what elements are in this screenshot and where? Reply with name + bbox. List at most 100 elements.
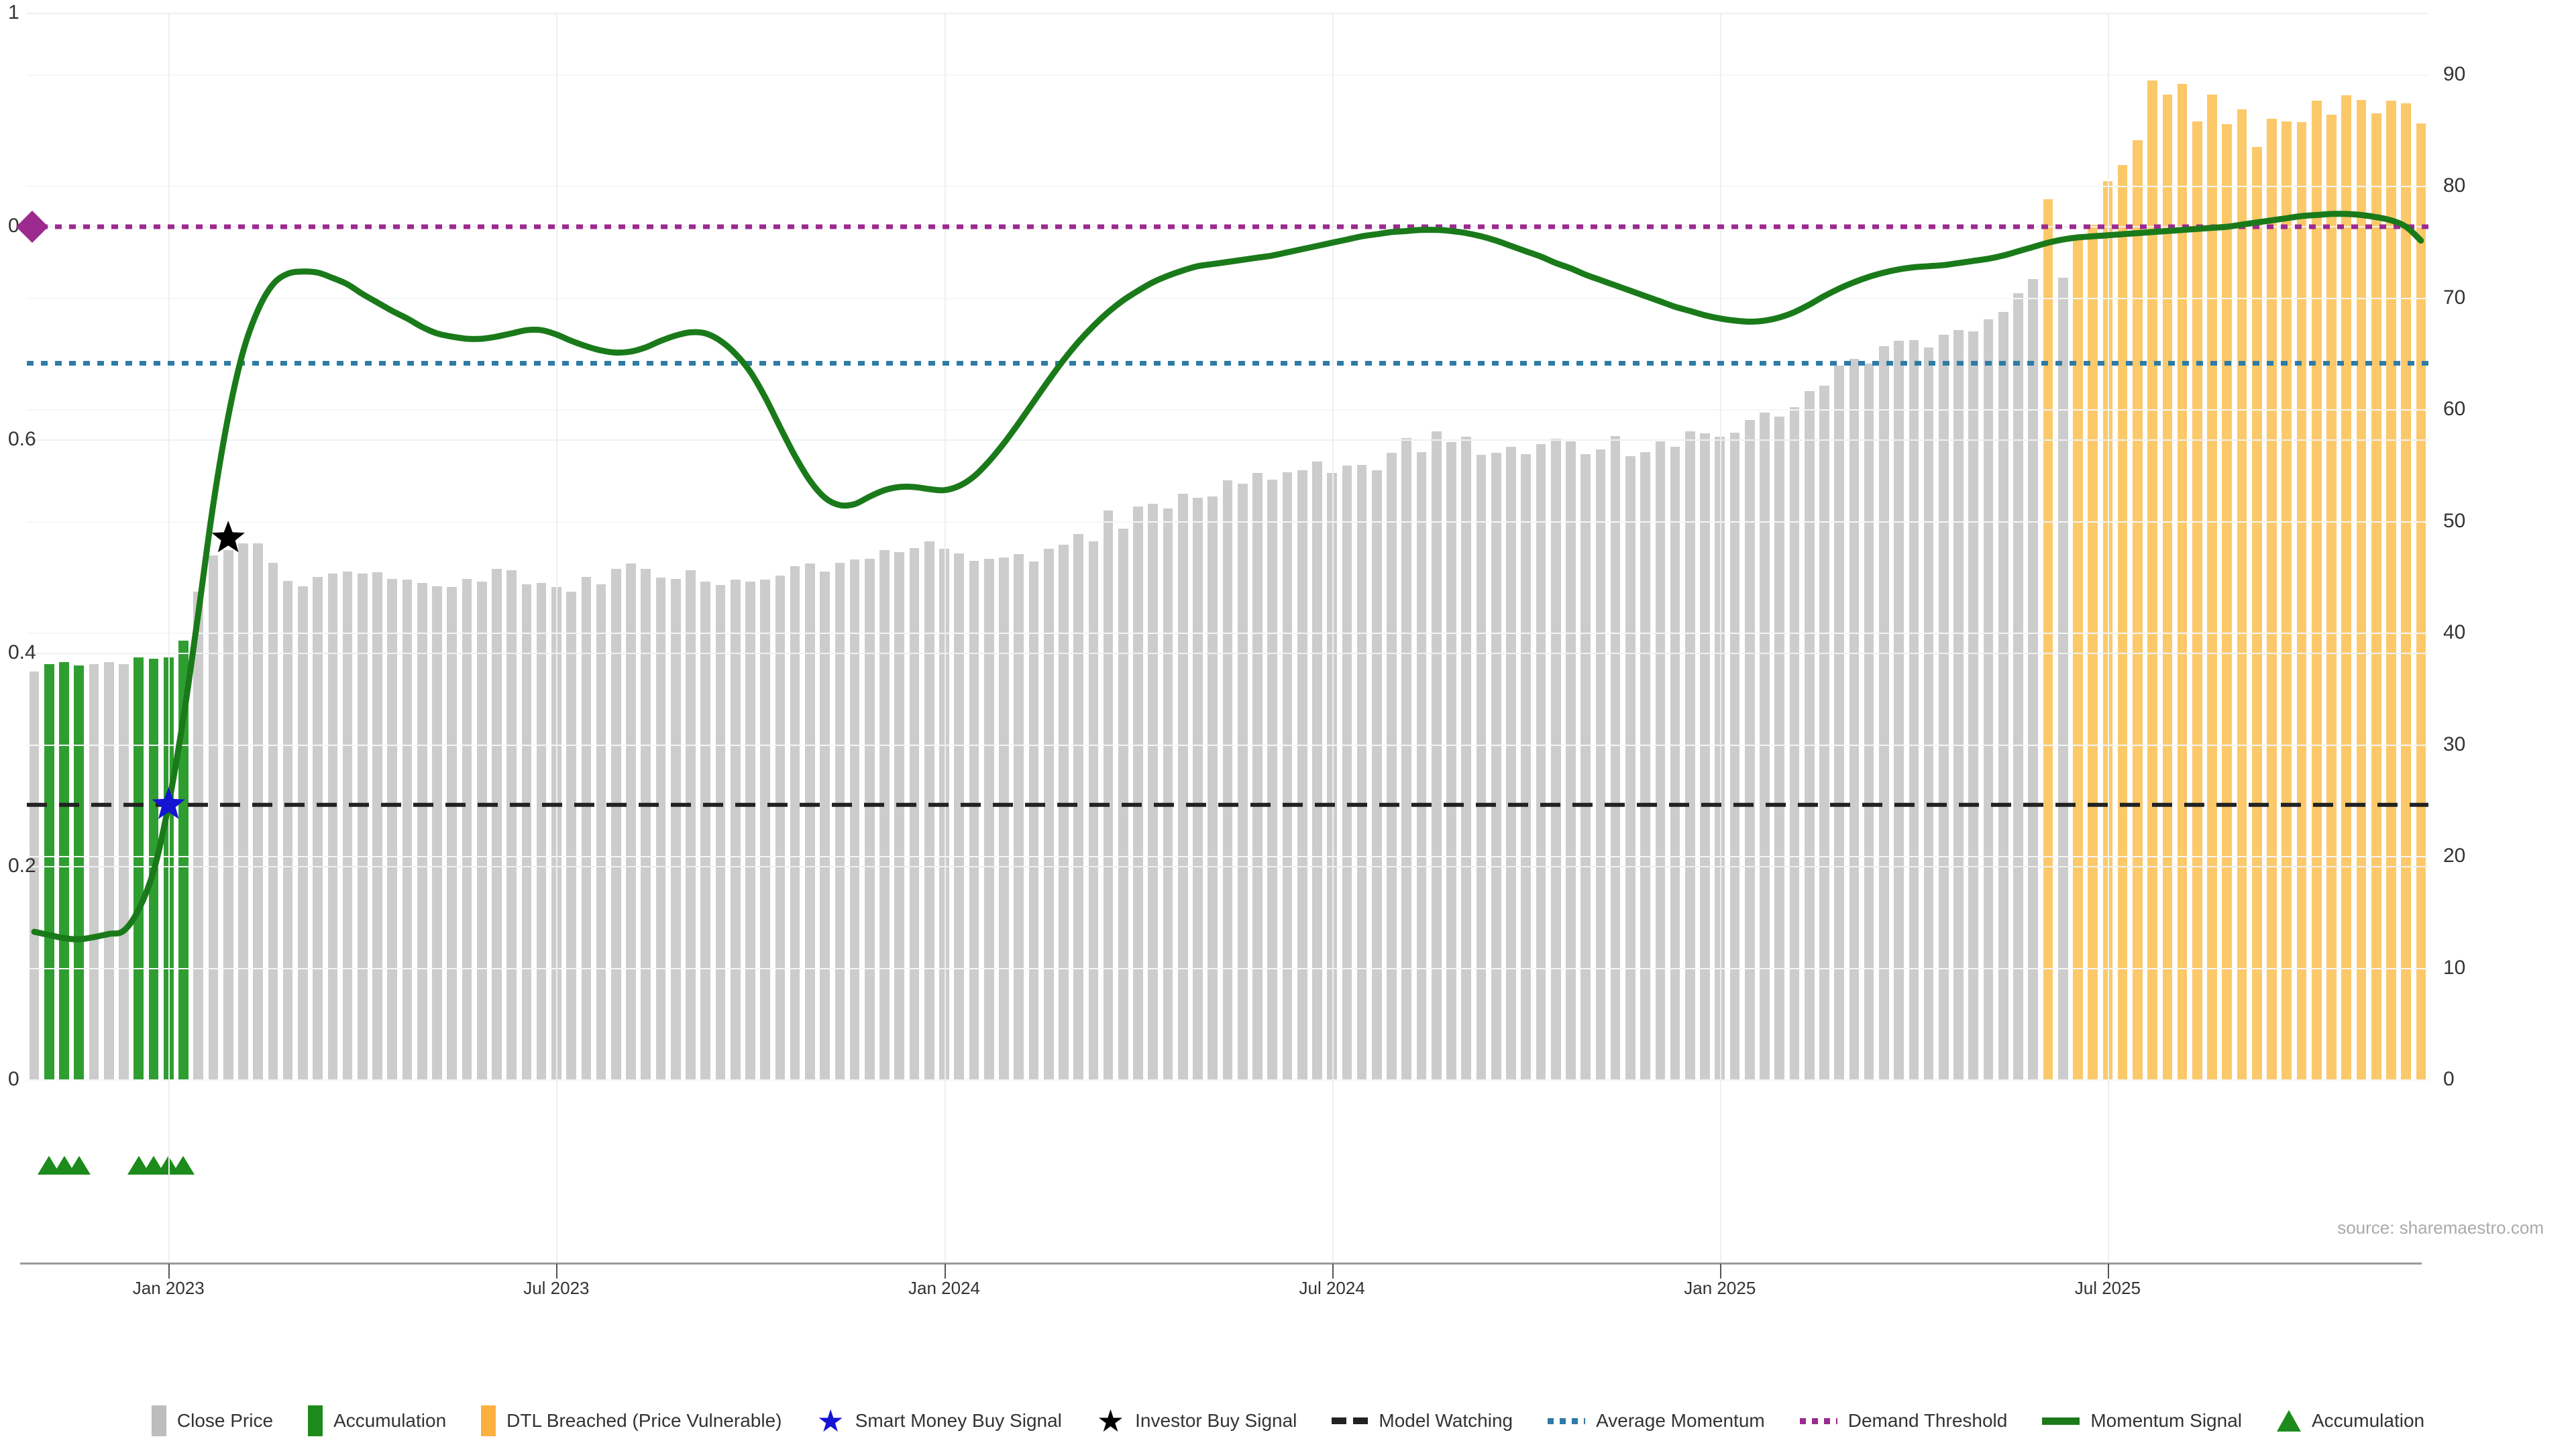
price-bar [1550,439,1561,1080]
price-bar [119,663,129,1080]
price-bar [2177,83,2188,1080]
y-left-tick-label: 1 [8,1,19,23]
price-bar [1655,441,1666,1080]
price-bar [760,580,771,1080]
gridline [27,866,2428,867]
price-bar [1521,453,1532,1080]
gridline-secondary [27,74,2428,76]
gridline-secondary [27,1079,2428,1081]
price-bar [1103,510,1114,1080]
legend-accumulation-marker[interactable]: Accumulation [2277,1410,2424,1432]
price-bar [1387,453,1397,1080]
price-bar [1372,470,1382,1080]
gridline-secondary [27,297,2428,299]
y-right-tick-label: 60 [2443,398,2466,421]
legend-smart-money-buy-signal[interactable]: ★ Smart Money Buy Signal [817,1405,1062,1436]
legend-swatch-rect-icon [151,1405,166,1436]
y-right-tick-label: 20 [2443,845,2466,867]
gridline-secondary [27,856,2428,858]
legend-close-price[interactable]: Close Price [151,1405,273,1436]
y-left-tick-label: 0.2 [8,855,36,877]
legend-accumulation-bar[interactable]: Accumulation [308,1405,446,1436]
gridline-secondary [27,967,2428,969]
price-bar [1088,541,1099,1080]
price-bar [864,558,875,1080]
x-tick-label: Jan 2025 [1684,1278,1756,1298]
price-bar [879,549,890,1080]
price-bar [1342,466,1352,1080]
price-bar [1491,453,1501,1080]
price-bar [969,560,979,1080]
price-bar [536,583,547,1080]
price-bar [417,583,427,1080]
accumulation-triangle-icon [172,1156,195,1175]
x-tick-label: Jan 2024 [908,1278,980,1298]
price-bar [2192,121,2202,1080]
price-bar [1774,417,1785,1080]
price-bar [1566,441,1576,1080]
price-bar [1163,508,1173,1080]
legend-demand-threshold[interactable]: Demand Threshold [1799,1410,2007,1432]
price-bar [686,570,696,1080]
price-bar [1684,431,1695,1080]
price-bar [1595,449,1606,1080]
price-bar [2251,146,2262,1080]
price-bar [983,558,994,1080]
price-bar [2296,122,2307,1080]
price-bar [372,572,382,1080]
legend-investor-buy-signal[interactable]: ★ Investor Buy Signal [1097,1405,1297,1436]
price-bar [1700,433,1710,1080]
price-bar [2162,94,2173,1080]
x-tick-mark [1332,1264,1334,1279]
y-right-tick-label: 10 [2443,956,2466,979]
y-left-tick-label: 0 [8,1068,19,1090]
legend-model-watching[interactable]: Model Watching [1332,1410,1513,1432]
price-bar [2043,199,2053,1080]
price-bar [1804,390,1815,1080]
price-bar [208,555,219,1080]
price-bar [402,580,413,1080]
price-bar [730,580,741,1080]
x-gridline [1719,13,1721,1263]
solid-line-icon [2042,1417,2080,1425]
dotted-line-icon [1548,1417,1586,1424]
price-bar [357,573,368,1080]
chart-legend: Close Price Accumulation DTL Breached (Pri… [0,1405,2576,1436]
price-bar [178,640,189,1080]
price-bar [59,661,69,1080]
price-bar [1043,549,1054,1080]
price-bar [894,551,905,1080]
price-bar [1819,385,1829,1080]
legend-label: Model Watching [1379,1410,1513,1431]
price-bar [1834,365,1844,1080]
legend-label: Smart Money Buy Signal [855,1410,1062,1431]
x-gridline [944,13,946,1263]
price-bar [1536,444,1546,1080]
x-tick-label: Jul 2023 [523,1278,590,1298]
price-bar [2341,95,2352,1080]
legend-momentum-signal[interactable]: Momentum Signal [2042,1410,2242,1432]
price-bar [790,566,800,1080]
price-bar [566,591,576,1080]
legend-average-momentum[interactable]: Average Momentum [1548,1410,1765,1432]
price-bar [1073,533,1083,1080]
price-bar [148,658,159,1080]
legend-label: Momentum Signal [2090,1410,2242,1431]
price-bar [1998,312,2008,1080]
legend-dtl-breached[interactable]: DTL Breached (Price Vulnerable) [481,1405,782,1436]
x-tick-mark [556,1264,558,1279]
price-bar [1059,544,1069,1080]
x-axis-line [20,1263,2422,1265]
gridline [27,439,2428,441]
gridline [27,653,2428,654]
x-gridline [556,13,558,1263]
y-left-tick-label: 0.4 [8,641,36,663]
price-bar [1282,472,1293,1080]
x-gridline [2107,13,2109,1263]
price-bar [327,573,338,1080]
price-bar [909,547,920,1080]
price-bar [1401,437,1412,1080]
price-bar [805,564,815,1080]
gridline-secondary [27,744,2428,746]
